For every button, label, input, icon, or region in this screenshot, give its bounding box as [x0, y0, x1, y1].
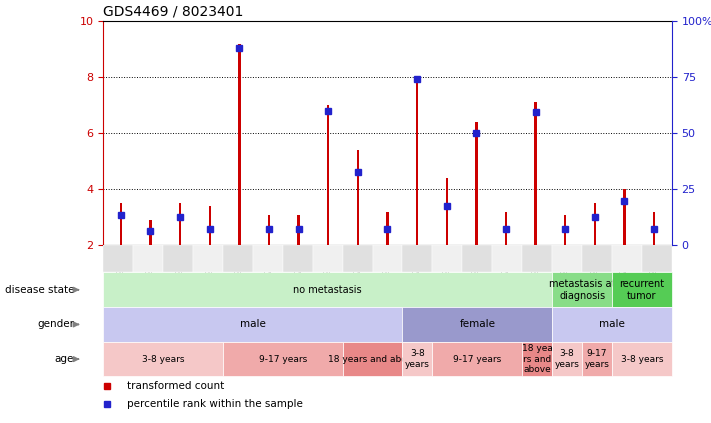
Bar — [416, 77, 418, 245]
Bar — [133, 245, 163, 272]
Bar — [238, 44, 240, 245]
Bar — [179, 203, 181, 245]
Bar — [386, 212, 389, 245]
Bar — [552, 245, 582, 272]
Bar — [653, 212, 656, 245]
Bar — [283, 245, 313, 272]
Text: age: age — [55, 354, 74, 364]
Bar — [208, 206, 211, 245]
Bar — [535, 102, 537, 245]
Text: transformed count: transformed count — [127, 381, 224, 391]
Bar — [223, 245, 253, 272]
Bar — [642, 245, 672, 272]
Text: no metastasis: no metastasis — [294, 285, 362, 295]
Bar — [432, 245, 462, 272]
Bar — [343, 245, 373, 272]
Bar — [373, 245, 402, 272]
Bar — [522, 245, 552, 272]
Bar — [297, 214, 300, 245]
Text: male: male — [240, 319, 266, 330]
Bar — [462, 245, 492, 272]
Bar — [582, 245, 612, 272]
Bar — [193, 245, 223, 272]
Text: metastasis at
diagnosis: metastasis at diagnosis — [549, 279, 615, 301]
Bar — [253, 245, 283, 272]
Bar — [564, 214, 567, 245]
Text: 9-17 years: 9-17 years — [259, 354, 307, 364]
Text: 3-8 years: 3-8 years — [141, 354, 184, 364]
Bar — [119, 203, 122, 245]
Text: recurrent
tumor: recurrent tumor — [619, 279, 665, 301]
Bar — [268, 214, 270, 245]
Bar — [612, 245, 642, 272]
Text: percentile rank within the sample: percentile rank within the sample — [127, 399, 302, 409]
Text: 18 years and above: 18 years and above — [328, 354, 417, 364]
Text: 3-8
years: 3-8 years — [405, 349, 430, 369]
Text: GDS4469 / 8023401: GDS4469 / 8023401 — [103, 5, 243, 19]
Text: 3-8 years: 3-8 years — [621, 354, 663, 364]
Text: 9-17
years: 9-17 years — [584, 349, 609, 369]
Bar — [103, 245, 133, 272]
Text: 9-17 years: 9-17 years — [453, 354, 501, 364]
Text: 3-8
years: 3-8 years — [555, 349, 579, 369]
Bar — [492, 245, 522, 272]
Bar — [313, 245, 343, 272]
Text: gender: gender — [37, 319, 74, 330]
Text: disease state: disease state — [5, 285, 74, 295]
Text: female: female — [459, 319, 496, 330]
Bar — [402, 245, 432, 272]
Bar — [505, 212, 507, 245]
Bar — [624, 190, 626, 245]
Text: male: male — [599, 319, 625, 330]
Bar — [163, 245, 193, 272]
Bar — [446, 178, 448, 245]
Bar — [357, 150, 359, 245]
Text: 18 yea
rs and
above: 18 yea rs and above — [522, 344, 552, 374]
Bar — [149, 220, 151, 245]
Bar — [475, 122, 478, 245]
Bar — [594, 203, 596, 245]
Bar — [327, 105, 329, 245]
